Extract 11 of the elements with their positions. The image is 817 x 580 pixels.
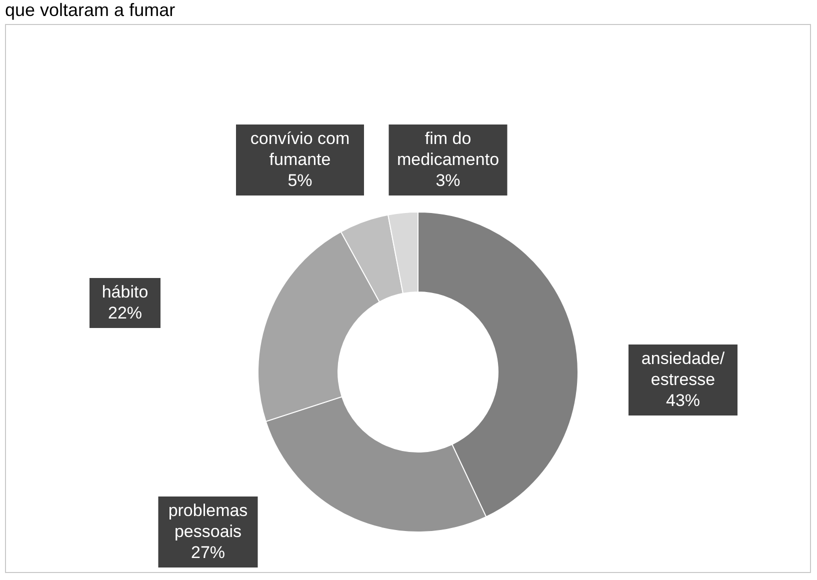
data-label: 43% bbox=[666, 391, 700, 410]
data-label: 27% bbox=[190, 543, 226, 562]
slice-label: problemas pessoais bbox=[168, 501, 248, 541]
chart-title: que voltaram a fumar bbox=[5, 0, 176, 20]
slice-label: hábito bbox=[102, 282, 148, 302]
slice-label: ansiedade/estresse bbox=[641, 349, 725, 389]
data-label: 22% bbox=[108, 304, 142, 322]
data-label: 3% bbox=[436, 171, 460, 190]
slice-label: fim do medicamento bbox=[396, 129, 500, 169]
slice-label: convívio com fumante bbox=[250, 129, 350, 169]
data-label: 5% bbox=[288, 171, 312, 190]
